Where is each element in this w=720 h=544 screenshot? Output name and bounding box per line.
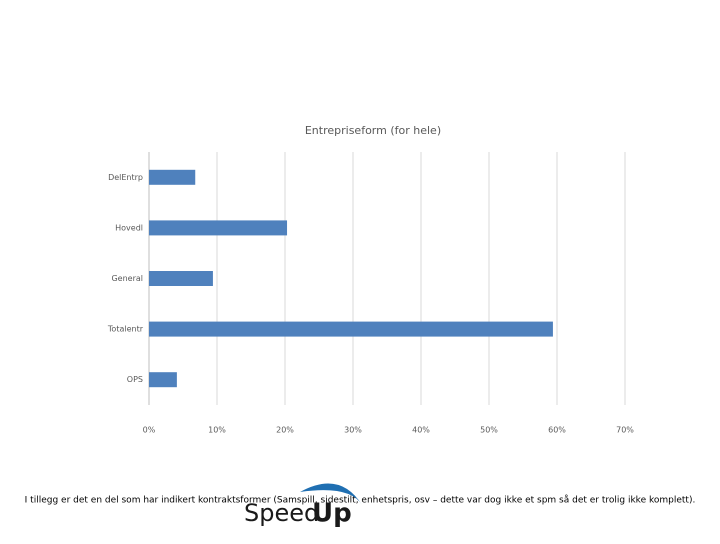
y-tick-label: DelEntrp: [108, 173, 143, 182]
x-tick-label: 40%: [412, 426, 430, 435]
logo-up: Up: [312, 499, 352, 529]
bar: [149, 321, 553, 337]
y-tick-label: General: [111, 274, 143, 283]
x-tick-label: 60%: [548, 426, 566, 435]
x-tick-label: 10%: [208, 426, 226, 435]
y-tick-label: Hovedl: [115, 223, 143, 232]
y-tick-label: Totalentr: [107, 325, 144, 334]
bar: [149, 169, 196, 185]
x-tick-label: 20%: [276, 426, 294, 435]
x-tick-label: 70%: [616, 426, 634, 435]
logo-speed: Speed: [244, 499, 319, 527]
bar: [149, 220, 288, 236]
bar: [149, 271, 213, 286]
logo-swoosh: [300, 483, 362, 505]
x-tick-label: 30%: [344, 426, 362, 435]
bar: [149, 372, 177, 388]
chart-title: Entrepriseform (for hele): [305, 124, 441, 137]
y-tick-label: OPS: [127, 375, 143, 384]
footer-note: I tillegg er det en del som har indikert…: [25, 495, 696, 506]
logo: Speed Up: [244, 483, 362, 529]
x-tick-label: 0%: [143, 426, 156, 435]
x-tick-label: 50%: [480, 426, 498, 435]
